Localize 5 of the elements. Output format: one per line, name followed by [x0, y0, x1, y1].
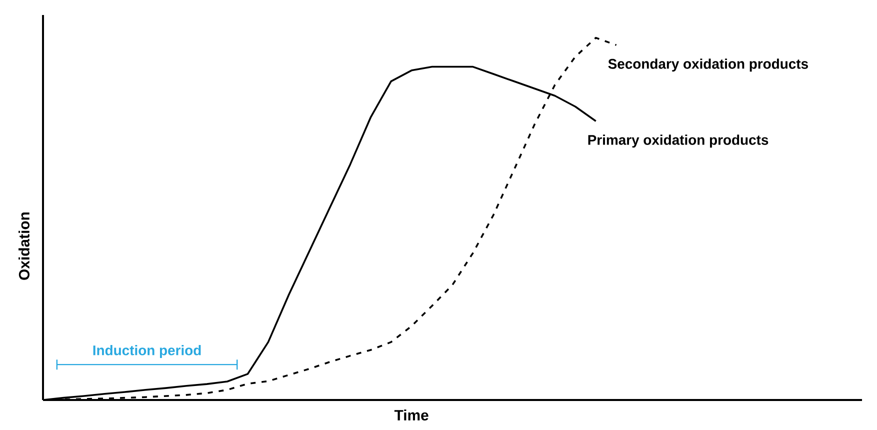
series-label: Primary oxidation products [588, 134, 768, 148]
y-axis-title: Oxidation [18, 212, 30, 280]
x-axis-title: Time [394, 410, 428, 420]
series-label: Secondary oxidation products [608, 58, 808, 72]
annotation: Induction period [93, 345, 201, 358]
